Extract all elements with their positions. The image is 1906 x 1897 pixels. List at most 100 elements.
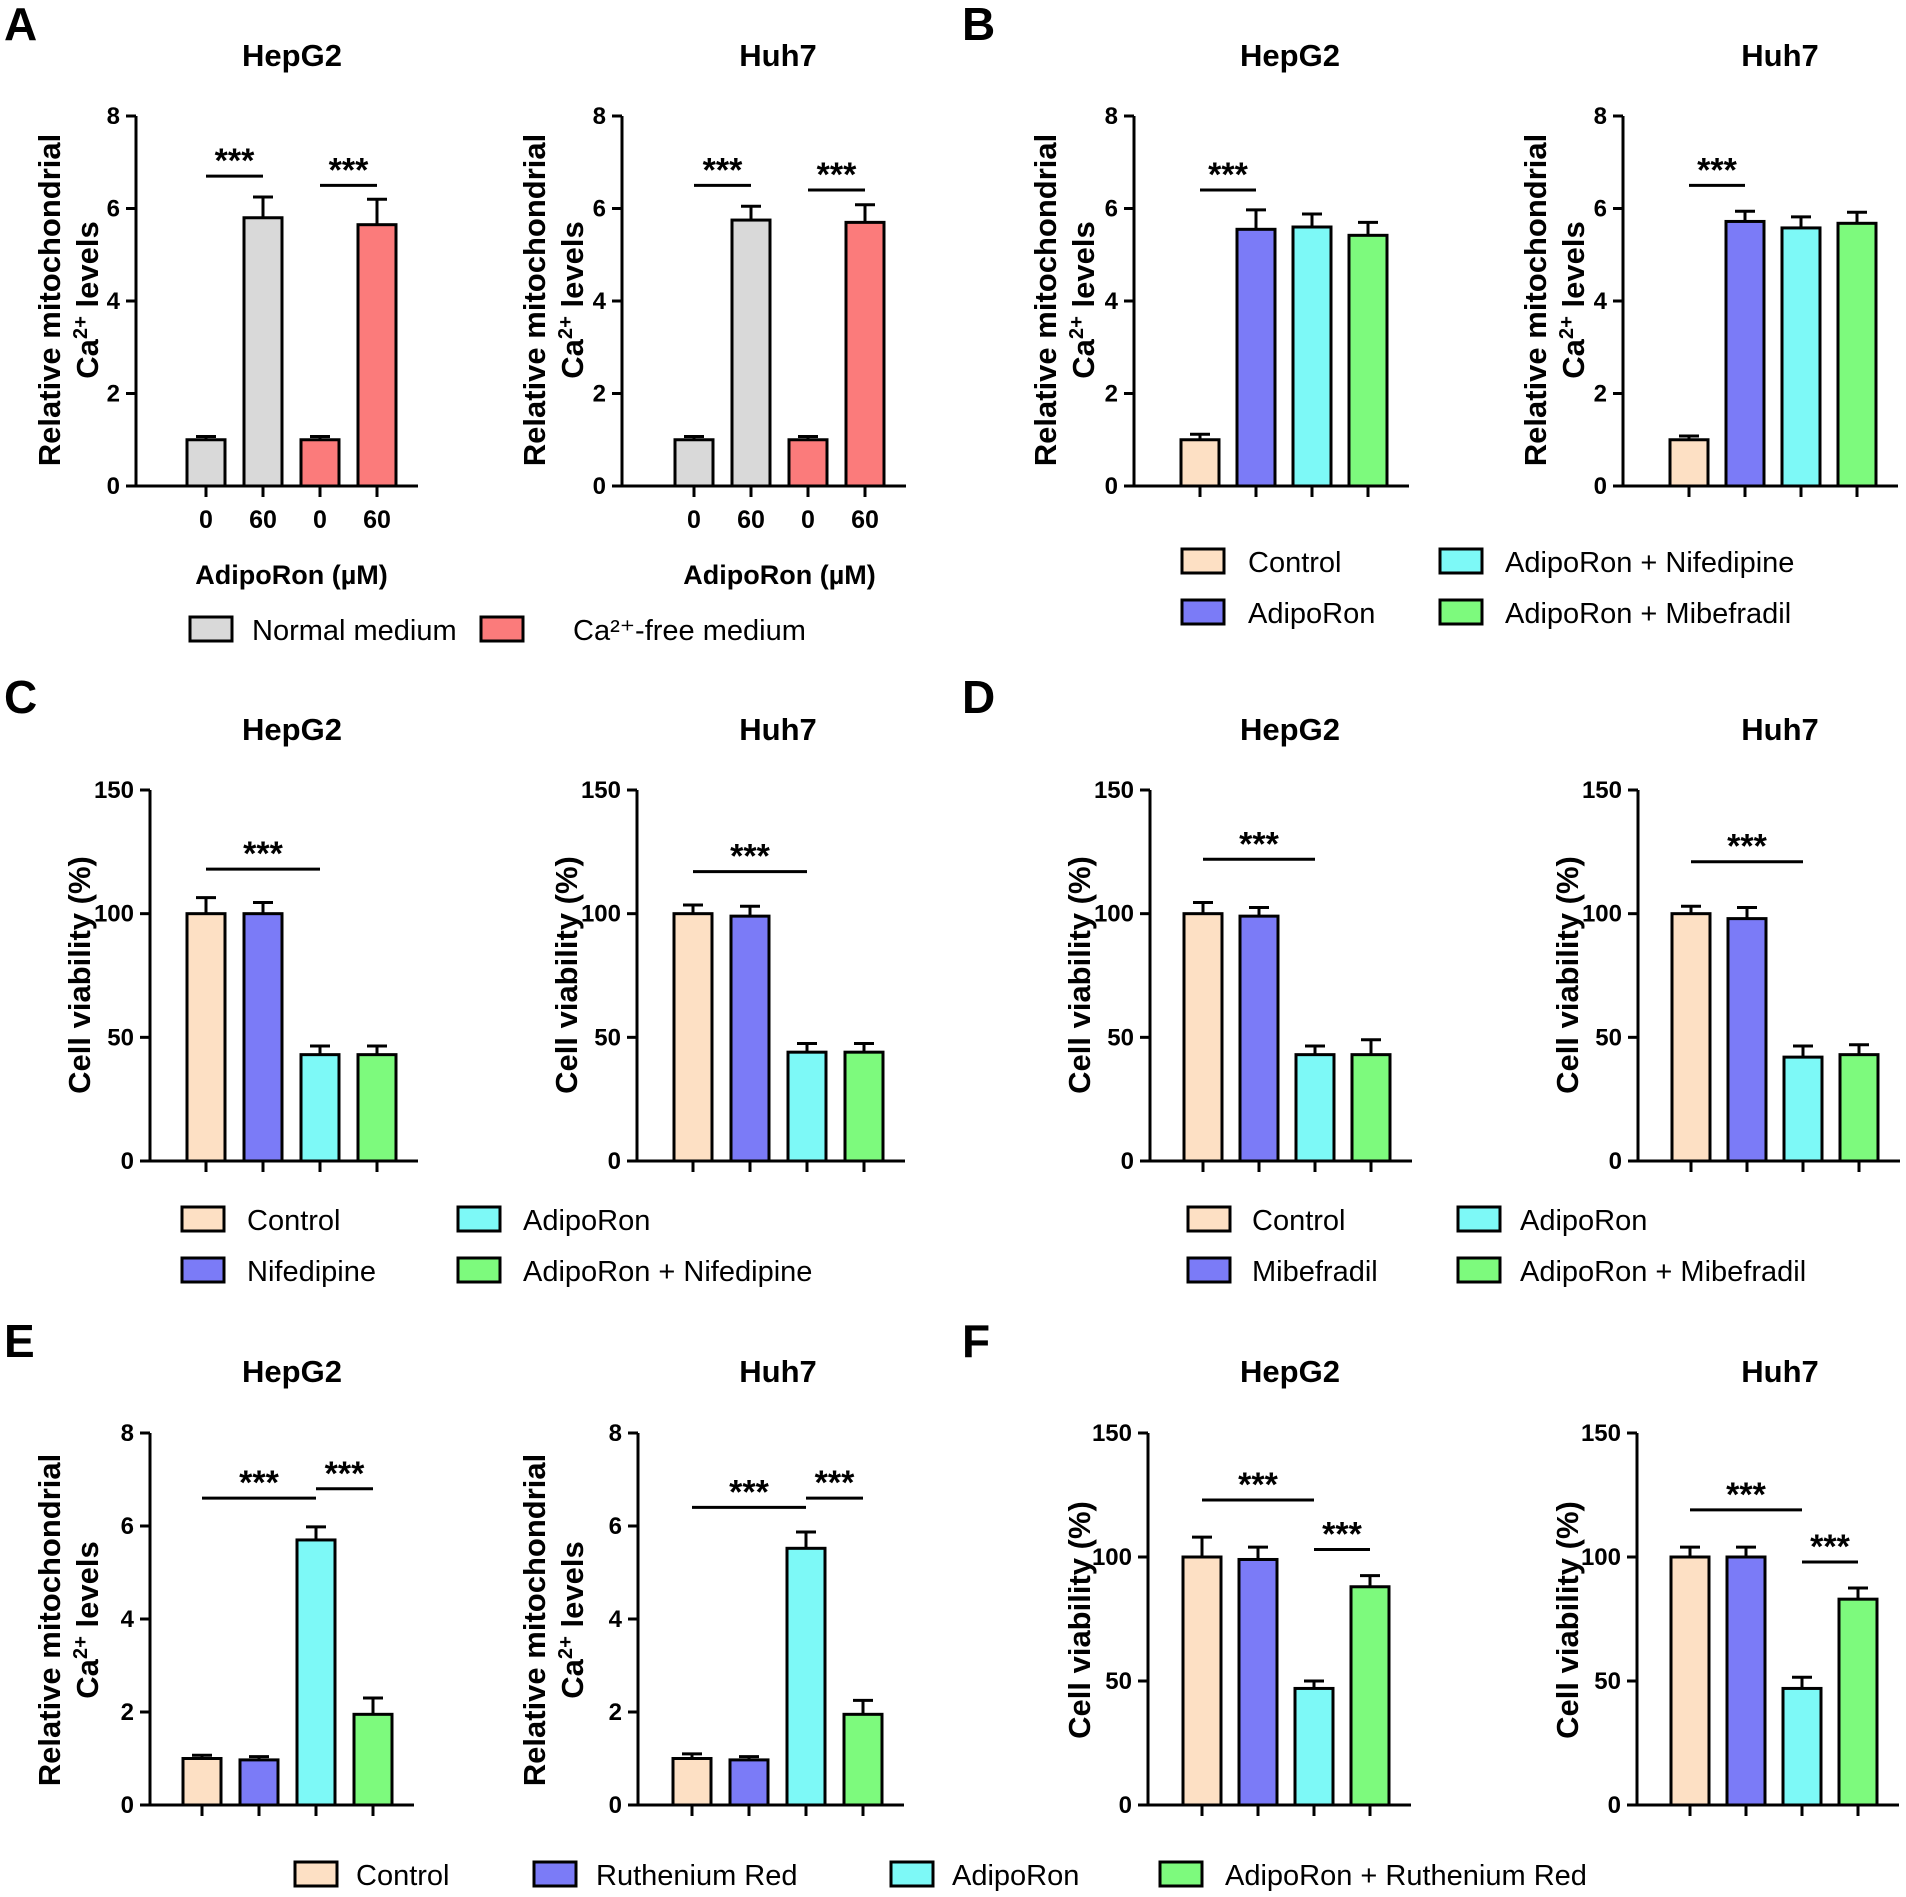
y-tick-label: 4 <box>107 288 121 315</box>
legend-label-adiporon-mibefradil: AdipoRon + Mibefradil <box>1520 1256 1806 1288</box>
legend-label-adiporon-ruthenium-red: AdipoRon + Ruthenium Red <box>1225 1860 1587 1892</box>
legend-swatch-control <box>1180 547 1226 575</box>
bar <box>1349 1585 1391 1807</box>
bar <box>356 223 398 488</box>
y-axis-title: Cell viability (%) <box>1550 1501 1585 1739</box>
significance-label: *** <box>325 1455 365 1493</box>
panel-letter-f: F <box>962 1315 990 1367</box>
chart-title: Huh7 <box>1741 712 1819 747</box>
y-axis-title-line-2: Ca2+ levels <box>555 1541 590 1698</box>
chart-title: HepG2 <box>242 38 342 73</box>
legend-label-ca-free-medium: Ca²⁺-free medium <box>573 615 806 647</box>
legend-swatch-mibefradil <box>1186 1256 1232 1284</box>
x-category-label: 0 <box>687 506 701 534</box>
y-tick-label: 150 <box>94 777 134 804</box>
bar <box>181 1757 223 1807</box>
y-axis-title: Cell viability (%) <box>1062 856 1097 1094</box>
y-tick-label: 50 <box>1595 1024 1622 1051</box>
legend-swatch-adiporon <box>1456 1205 1502 1233</box>
y-tick-label: 8 <box>121 1420 134 1447</box>
legend-swatch-adiporon <box>456 1205 502 1233</box>
y-tick-label: 2 <box>609 1699 622 1726</box>
y-tick-label: 50 <box>107 1024 134 1051</box>
y-axis-title-line-1: Relative mitochondrial <box>1028 134 1063 466</box>
y-tick-label: 0 <box>593 473 606 500</box>
y-tick-label: 150 <box>1582 777 1622 804</box>
y-tick-label: 150 <box>581 777 621 804</box>
y-tick-label: 150 <box>1094 777 1134 804</box>
legend-swatch-ca-free-medium <box>479 615 525 643</box>
legend-label-adiporon: AdipoRon <box>952 1860 1079 1892</box>
y-axis-title-line-1: Relative mitochondrial <box>32 134 67 466</box>
bar <box>1781 1686 1823 1807</box>
y-tick-label: 4 <box>1594 288 1608 315</box>
y-axis-title: Cell viability (%) <box>1062 1501 1097 1739</box>
legend-swatch-adiporon-mibefradil <box>1438 598 1484 626</box>
y-tick-label: 0 <box>1609 1148 1622 1175</box>
chart-title: Huh7 <box>739 1354 817 1389</box>
legend-panel-b: Control AdipoRon AdipoRon + Nifedipine A… <box>1180 547 1794 630</box>
significance-label: *** <box>1239 825 1279 863</box>
legend-label-control: Control <box>247 1205 341 1237</box>
significance-label: *** <box>215 142 255 180</box>
bar <box>1837 1597 1879 1807</box>
y-axis-title: Cell viability (%) <box>549 856 584 1094</box>
bar <box>1780 226 1822 488</box>
y-tick-label: 0 <box>107 473 120 500</box>
legend-swatch-adiporon <box>889 1860 935 1888</box>
bar <box>1838 1053 1880 1163</box>
bar <box>242 216 284 488</box>
y-axis-title-line-2: Ca2+ levels <box>555 221 590 378</box>
legend-swatch-ruthenium-red <box>532 1860 578 1888</box>
chart-title: HepG2 <box>1240 712 1340 747</box>
x-category-label: 60 <box>737 506 765 534</box>
bar <box>1347 233 1389 488</box>
chart-a-huh7: Huh7 Relative mitochondrial Ca2+ levels 0 2 4… <box>517 38 906 590</box>
legend-label-adiporon: AdipoRon <box>523 1205 650 1237</box>
chart-f-huh7: Huh7 Cell viability (%) 0 50 100 150 *** *** <box>1550 1354 1899 1819</box>
significance-label: *** <box>329 151 369 189</box>
x-axis-title: AdipoRon (µM) <box>195 560 388 590</box>
legend-label-adiporon: AdipoRon <box>1248 598 1375 630</box>
legend-label-adiporon-nifedipine: AdipoRon + Nifedipine <box>523 1256 812 1288</box>
chart-title: Huh7 <box>739 38 817 73</box>
chart-e-huh7: Huh7 Relative mitochondrial Ca2+ levels 0 2 4… <box>517 1354 904 1819</box>
bar <box>1181 1555 1223 1807</box>
legend-swatch-control <box>293 1860 339 1888</box>
significance-label: *** <box>817 156 857 194</box>
significance-label: *** <box>1238 1466 1278 1504</box>
legend-label-control: Control <box>356 1860 450 1892</box>
y-tick-label: 4 <box>593 288 607 315</box>
bar <box>1182 912 1224 1163</box>
panel-letter-b: B <box>962 0 995 50</box>
legend-swatch-adiporon-nifedipine <box>1438 547 1484 575</box>
bar <box>842 1712 884 1807</box>
y-tick-label: 2 <box>1594 381 1607 408</box>
y-tick-label: 50 <box>1594 1668 1621 1695</box>
x-axis-title: AdipoRon (µM) <box>683 560 876 590</box>
legend-swatch-adiporon-ruthenium-red <box>1158 1860 1204 1888</box>
y-axis-title-line-2: Ca2+ levels <box>1066 221 1101 378</box>
bar <box>672 912 714 1163</box>
panel-letter-c: C <box>4 671 37 723</box>
bar <box>673 438 715 488</box>
y-tick-label: 8 <box>609 1420 622 1447</box>
legend-panel-c: Control Nifedipine AdipoRon AdipoRon + N… <box>180 1205 812 1288</box>
y-tick-label: 6 <box>1594 196 1607 223</box>
y-axis-title: Cell viability (%) <box>1550 856 1585 1094</box>
panel-letter-e: E <box>4 1315 35 1367</box>
y-tick-label: 50 <box>1107 1024 1134 1051</box>
bar <box>242 912 284 1163</box>
bar <box>786 1050 828 1163</box>
legend-swatch-control <box>1186 1205 1232 1233</box>
chart-title: HepG2 <box>242 712 342 747</box>
panel-letter-d: D <box>962 671 995 723</box>
y-tick-label: 6 <box>121 1513 134 1540</box>
y-tick-label: 100 <box>1092 1544 1132 1571</box>
legend-label-ruthenium-red: Ruthenium Red <box>596 1860 798 1892</box>
bar <box>1668 438 1710 488</box>
bar <box>787 438 829 488</box>
chart-b-huh7: Huh7 Relative mitochondrial Ca2+ levels 0 2 4… <box>1518 38 1898 500</box>
chart-c-huh7: Huh7 Cell viability (%) 0 50 100 150 *** <box>549 712 905 1175</box>
significance-label: *** <box>1727 828 1767 866</box>
